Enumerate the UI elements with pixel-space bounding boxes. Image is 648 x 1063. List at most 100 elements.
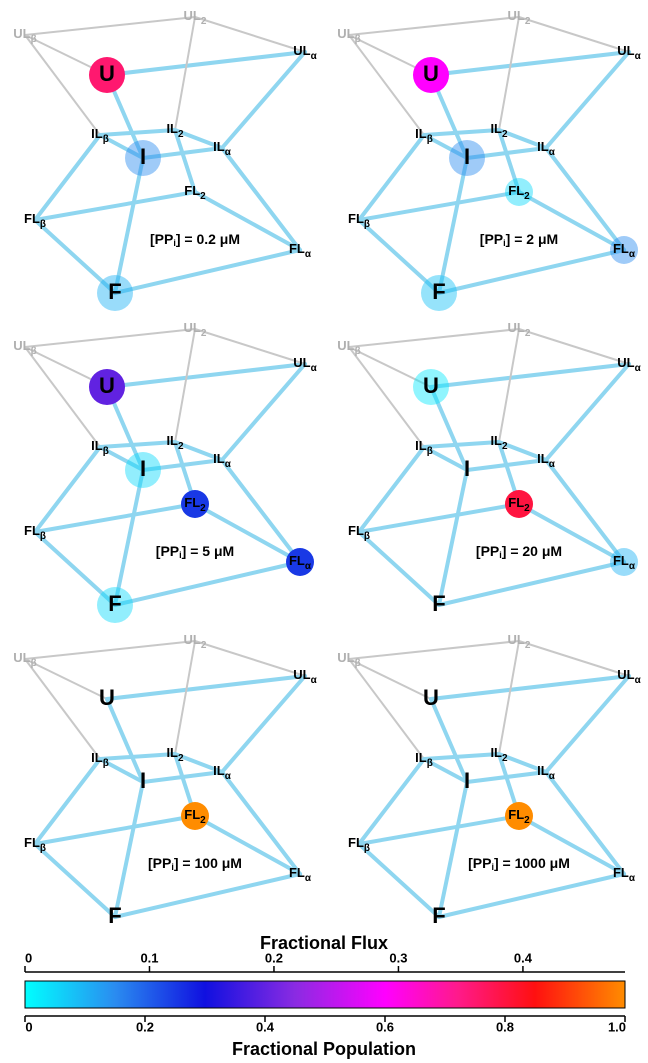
- node-label: I: [140, 144, 146, 169]
- node-label: FLβ: [24, 523, 46, 541]
- edge: [195, 641, 305, 676]
- panel: UIFILβIL2ILαULβUL2ULαFLβFL2FLα[PPi] = 20…: [337, 320, 641, 615]
- node-name: IL: [213, 139, 225, 154]
- node-subscript: α: [225, 459, 232, 470]
- edge: [349, 641, 519, 659]
- node-name: UL: [293, 43, 310, 58]
- edge: [359, 135, 424, 220]
- edge: [222, 364, 305, 460]
- node-subscript: 2: [525, 16, 531, 27]
- node-label: U: [99, 685, 115, 710]
- edge: [349, 659, 431, 699]
- edge: [359, 504, 519, 532]
- edge: [35, 844, 115, 917]
- node-label: I: [464, 768, 470, 793]
- node-label: UL2: [508, 8, 531, 26]
- population-tick-label: 0.4: [256, 1019, 275, 1034]
- edge: [35, 504, 195, 532]
- node-label: FLβ: [348, 523, 370, 541]
- edge: [107, 52, 305, 75]
- node-name: U: [99, 685, 115, 710]
- node-name: UL: [337, 338, 354, 353]
- node-subscript: α: [635, 675, 642, 686]
- node-subscript: α: [549, 771, 556, 782]
- node-label: F: [108, 279, 121, 304]
- node-name: FL: [24, 835, 40, 850]
- node-name: FL: [184, 495, 200, 510]
- edge: [107, 699, 143, 782]
- edge: [439, 158, 467, 293]
- node-name: IL: [490, 433, 502, 448]
- node-name: U: [423, 685, 439, 710]
- edge: [195, 17, 305, 52]
- node-subscript: β: [364, 531, 370, 542]
- node-subscript: 2: [524, 191, 530, 202]
- node-name: UL: [337, 650, 354, 665]
- node-label: ULβ: [337, 650, 360, 668]
- node-label: U: [99, 373, 115, 398]
- edge: [359, 532, 439, 605]
- node-name: IL: [537, 139, 549, 154]
- edge: [499, 329, 519, 442]
- edge: [100, 442, 175, 447]
- node-label: ULβ: [337, 338, 360, 356]
- edge: [519, 329, 629, 364]
- edge: [359, 192, 519, 220]
- edge: [431, 364, 629, 387]
- node-name: UL: [617, 43, 634, 58]
- concentration-label: [PPi] = 5 μM: [156, 543, 234, 561]
- node-name: F: [108, 591, 121, 616]
- node-name: FL: [289, 865, 305, 880]
- node-subscript: α: [225, 147, 232, 158]
- node-label: FL2: [184, 183, 206, 201]
- figure: UIFILβIL2ILαULβUL2ULαFLβFL2FLα[PPi] = 0.…: [0, 0, 648, 1063]
- node-name: IL: [91, 126, 103, 141]
- node-label: FLα: [289, 241, 312, 259]
- node-name: IL: [213, 763, 225, 778]
- node-label: ULβ: [337, 26, 360, 44]
- node-subscript: β: [355, 346, 361, 357]
- node-subscript: α: [311, 363, 318, 374]
- node-name: FL: [24, 523, 40, 538]
- node-name: IL: [537, 451, 549, 466]
- edge: [100, 130, 175, 135]
- edge: [25, 641, 195, 659]
- edge: [349, 329, 519, 347]
- node-label: UL2: [184, 8, 207, 26]
- edge: [100, 754, 175, 759]
- edge: [25, 659, 107, 699]
- edge: [349, 17, 519, 35]
- node-name: FL: [613, 241, 629, 256]
- edge: [424, 130, 499, 135]
- node-name: FL: [613, 553, 629, 568]
- node-label: UL2: [184, 320, 207, 338]
- node-name: I: [464, 456, 470, 481]
- population-tick-label: 0.6: [376, 1019, 394, 1034]
- edge: [107, 676, 305, 699]
- node-subscript: 2: [201, 328, 207, 339]
- node-name: IL: [415, 438, 427, 453]
- node-label: UL2: [184, 632, 207, 650]
- node-name: F: [432, 903, 445, 928]
- edge: [349, 347, 424, 447]
- node-name: UL: [293, 667, 310, 682]
- node-label: U: [423, 373, 439, 398]
- node-name: F: [108, 903, 121, 928]
- node-name: UL: [508, 320, 525, 335]
- node-subscript: β: [40, 531, 46, 542]
- flux-tick-label: 0.4: [514, 950, 533, 965]
- node-label: I: [464, 456, 470, 481]
- node-name: UL: [184, 320, 201, 335]
- node-name: FL: [289, 241, 305, 256]
- edge: [359, 816, 519, 844]
- node-subscript: β: [31, 34, 37, 45]
- node-label: U: [423, 685, 439, 710]
- node-name: UL: [293, 355, 310, 370]
- node-subscript: β: [364, 219, 370, 230]
- conc-pre: [PP: [148, 855, 171, 871]
- node-subscript: 2: [524, 503, 530, 514]
- node-subscript: 2: [525, 640, 531, 651]
- node-subscript: α: [629, 873, 636, 884]
- node-label: FLβ: [348, 835, 370, 853]
- node-name: I: [140, 456, 146, 481]
